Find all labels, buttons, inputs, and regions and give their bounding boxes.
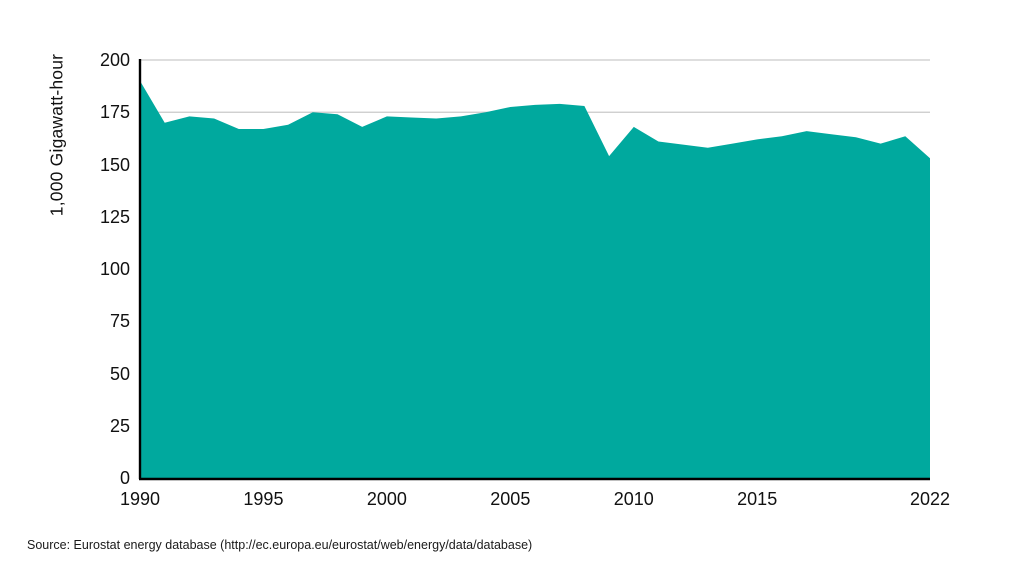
x-tick-label-1995: 1995 xyxy=(243,489,284,509)
x-tick-label-2015: 2015 xyxy=(737,489,778,509)
x-tick-label-1990: 1990 xyxy=(119,489,161,509)
y-tick-label-125: 125 xyxy=(99,206,130,227)
x-tick-label-2000: 2000 xyxy=(366,489,407,509)
y-tick-label-175: 175 xyxy=(99,102,130,123)
y-tick-label-100: 100 xyxy=(99,259,130,279)
area-series xyxy=(140,80,930,479)
x-tick-label-2010: 2010 xyxy=(613,489,654,509)
y-tick-label-150: 150 xyxy=(99,154,130,175)
x-tick-label-2005: 2005 xyxy=(490,489,531,509)
y-axis-title: 1,000 Gigawatt-hour xyxy=(46,53,67,217)
y-tick-label-75: 75 xyxy=(109,311,130,332)
x-tick-label-2022: 2022 xyxy=(909,489,951,509)
y-tick-label-25: 25 xyxy=(109,415,130,436)
source-note: Source: Eurostat energy database (http:/… xyxy=(27,538,533,552)
y-tick-label-50: 50 xyxy=(109,363,130,384)
y-tick-label-200: 200 xyxy=(99,50,130,70)
y-tick-label-0: 0 xyxy=(119,468,130,488)
